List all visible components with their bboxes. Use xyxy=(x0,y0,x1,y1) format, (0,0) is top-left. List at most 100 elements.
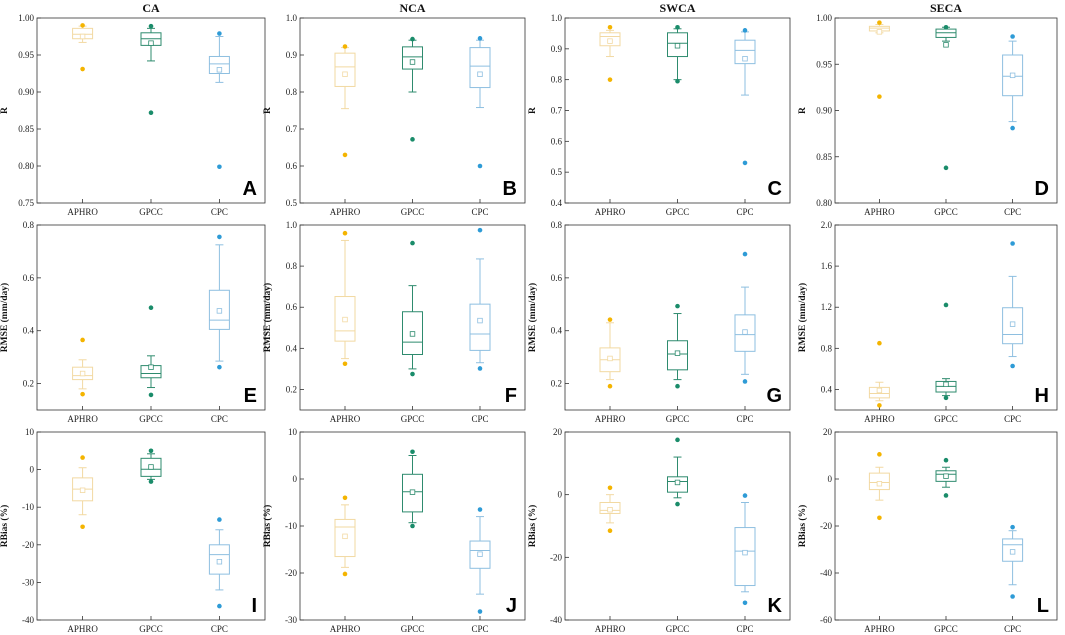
box-cpc xyxy=(469,36,491,169)
outlier-point xyxy=(1010,363,1015,369)
box-gpcc xyxy=(402,240,423,377)
box-gpcc xyxy=(402,449,423,529)
panel-letter: D xyxy=(1035,178,1049,200)
y-tick-label: -40 xyxy=(550,615,562,625)
y-tick-label: 1.0 xyxy=(286,13,298,23)
y-tick-label: -10 xyxy=(22,502,34,512)
panel-J: -30 -20 -10 0 10 RBias (%) APHRO GPCC CPC J xyxy=(262,427,526,634)
mean-marker xyxy=(674,350,681,356)
mean-marker xyxy=(477,71,483,77)
mean-marker xyxy=(148,40,154,46)
outlier-point xyxy=(742,160,748,166)
x-tick-label: APHRO xyxy=(330,414,361,424)
y-tick-label: 0.2 xyxy=(286,384,297,394)
outlier-point xyxy=(1010,241,1015,246)
y-axis-label: RBias (%) xyxy=(262,505,273,548)
box-aphro xyxy=(599,24,621,82)
outlier-point xyxy=(80,524,85,530)
outlier-point xyxy=(217,603,222,609)
outlier-point xyxy=(410,240,415,246)
x-tick-label: APHRO xyxy=(330,624,361,634)
y-tick-label: 1.00 xyxy=(816,13,832,23)
y-tick-label: -40 xyxy=(22,615,34,625)
outlier-point xyxy=(148,305,154,311)
panel-letter: G xyxy=(766,385,782,407)
y-tick-label: 0.80 xyxy=(18,161,34,171)
x-tick-label: CPC xyxy=(211,624,228,634)
x-tick-label: APHRO xyxy=(864,624,895,634)
box-gpcc xyxy=(935,457,957,498)
outlier-point xyxy=(607,77,613,82)
box-gpcc xyxy=(667,437,688,507)
mean-marker xyxy=(1009,549,1016,555)
column-title: NCA xyxy=(400,1,426,15)
y-tick-label: 0.2 xyxy=(551,379,562,389)
panel-E: 0.2 0.4 0.6 0.8 RMSE (mm/day) APHRO GPCC CPC E xyxy=(0,220,266,424)
y-tick-label: 1.0 xyxy=(551,13,563,23)
x-tick-label: CPC xyxy=(736,624,753,634)
panel-A: CA 0.75 0.80 0.85 0.90 0.95 1.00 R APHRO GPCC CPC A xyxy=(0,1,266,217)
y-axis-label: RMSE (mm/day) xyxy=(797,283,808,352)
outlier-point xyxy=(943,302,949,308)
y-tick-label: 10 xyxy=(25,427,35,437)
box-cpc xyxy=(734,251,756,384)
y-tick-label: -20 xyxy=(22,540,34,550)
mean-marker xyxy=(409,489,416,495)
box-cpc xyxy=(469,227,491,371)
y-tick-label: 0.90 xyxy=(816,106,832,116)
y-tick-label: 20 xyxy=(553,427,563,437)
y-tick-label: -30 xyxy=(285,615,297,625)
x-tick-label: GPCC xyxy=(139,207,163,217)
y-axis-label: RBias (%) xyxy=(797,505,808,548)
y-tick-label: -20 xyxy=(285,568,297,578)
outlier-point xyxy=(217,517,222,522)
outlier-point xyxy=(877,340,882,346)
outlier-point xyxy=(217,31,222,36)
outlier-point xyxy=(148,110,154,116)
mean-marker xyxy=(477,551,483,557)
mean-marker xyxy=(342,533,348,540)
mean-marker xyxy=(1009,72,1016,79)
outlier-point xyxy=(410,36,415,42)
outlier-point xyxy=(342,230,348,236)
box-aphro xyxy=(334,495,356,577)
x-tick-label: CPC xyxy=(211,207,228,217)
panel-letter: C xyxy=(768,178,782,200)
box-aphro xyxy=(334,44,356,158)
y-tick-label: 0.2 xyxy=(23,379,34,389)
mean-marker xyxy=(742,56,748,62)
iqr-box xyxy=(402,46,423,70)
y-tick-label: 0.4 xyxy=(551,198,563,208)
x-tick-label: CPC xyxy=(471,624,488,634)
x-tick-label: CPC xyxy=(471,207,488,217)
box-cpc xyxy=(734,493,756,606)
outlier-point xyxy=(607,383,613,389)
outlier-point xyxy=(943,457,949,463)
outlier-point xyxy=(410,137,415,142)
outlier-point xyxy=(342,571,348,577)
mean-marker xyxy=(742,549,748,556)
outlier-point xyxy=(877,452,882,457)
y-axis-label: RMSE (mm/day) xyxy=(0,283,10,352)
box-aphro xyxy=(72,23,94,72)
outlier-point xyxy=(943,24,949,30)
outlier-point xyxy=(675,437,680,443)
y-tick-label: 0.4 xyxy=(551,326,563,336)
y-tick-label: 0.8 xyxy=(286,261,298,271)
outlier-point xyxy=(675,303,680,309)
y-tick-label: 0.9 xyxy=(286,50,298,60)
column-title: SWCA xyxy=(659,1,695,15)
box-aphro xyxy=(868,452,890,521)
box-gpcc xyxy=(935,302,957,401)
outlier-point xyxy=(877,20,882,25)
outlier-point xyxy=(80,391,85,397)
box-gpcc xyxy=(935,24,957,171)
y-axis-label: RBias (%) xyxy=(0,505,10,548)
outlier-point xyxy=(1010,594,1015,599)
mean-marker xyxy=(79,370,86,377)
y-tick-label: 0.85 xyxy=(816,152,832,162)
y-tick-label: 0.6 xyxy=(551,273,563,283)
mean-marker xyxy=(477,317,483,324)
y-tick-label: 0.6 xyxy=(286,161,298,171)
